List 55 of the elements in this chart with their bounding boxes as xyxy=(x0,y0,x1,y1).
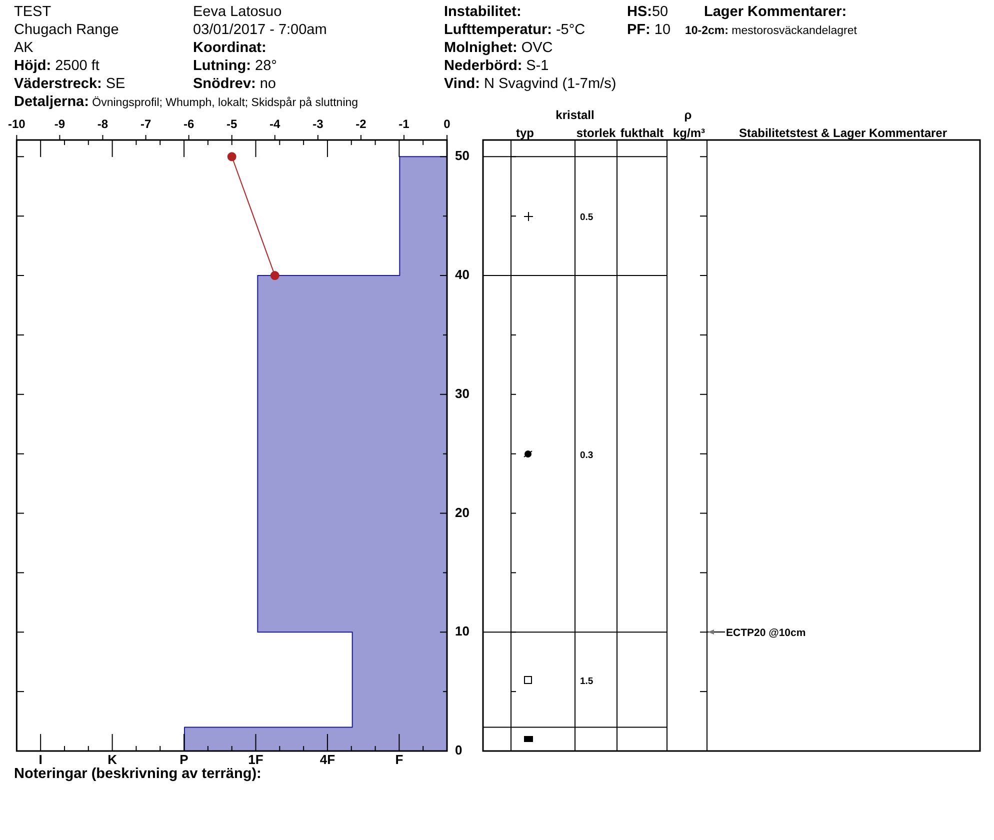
x2-tick-label: -2 xyxy=(356,117,367,132)
text: Nederbörd: S-1 xyxy=(444,58,549,74)
x2-tick-label: -6 xyxy=(183,117,194,132)
x2-tick-label: -3 xyxy=(312,117,324,132)
text: kg/m³ xyxy=(672,126,706,140)
x2-tick-label: -5 xyxy=(226,117,238,132)
text: I xyxy=(38,752,42,767)
text: typ xyxy=(516,126,534,140)
y-tick-label: 50 xyxy=(455,148,470,164)
y-tick-label: 40 xyxy=(455,267,470,282)
text: Snödrev: no xyxy=(193,76,276,92)
text: fukthalt xyxy=(620,126,664,140)
text: Väderstreck: SE xyxy=(14,76,126,92)
text: 03/01/2017 - 7:00am xyxy=(193,22,327,38)
x2-tick-label: -4 xyxy=(270,117,281,132)
y-tick-label: 0 xyxy=(455,742,462,758)
text: Stabilitetstest & Lager Kommentarer xyxy=(738,126,948,140)
text: 1.5 xyxy=(580,676,594,687)
text: Lager Kommentarer: xyxy=(704,4,847,20)
x2-tick-label: 0 xyxy=(444,117,451,132)
text: Höjd: 2500 ft xyxy=(14,58,100,74)
text: kristall xyxy=(556,108,594,122)
y-tick-label: 10 xyxy=(455,624,470,639)
x2-tick-label: -8 xyxy=(97,117,108,132)
text: Molnighet: OVC xyxy=(444,40,553,56)
text: F xyxy=(395,752,404,767)
text: 1F xyxy=(248,752,264,767)
text: Noteringar (beskrivning av terräng): xyxy=(14,766,262,782)
text: Lutning: 28° xyxy=(193,58,277,74)
text: Koordinat: xyxy=(193,40,266,56)
text: Chugach Range xyxy=(14,22,119,38)
x2-tick-label: -7 xyxy=(140,117,152,132)
x2-tick-label: -10 xyxy=(8,117,26,132)
x2-tick-label: -9 xyxy=(54,117,66,132)
text: Lufttemperatur: -5°C xyxy=(444,22,586,38)
text: P xyxy=(180,752,188,767)
text: TEST xyxy=(14,4,52,20)
y-tick-label: 20 xyxy=(455,504,470,520)
text: ECTP20 @10cm xyxy=(726,627,806,640)
text: AK xyxy=(14,40,34,56)
y-tick-label: 30 xyxy=(455,386,470,401)
text: storlek xyxy=(576,126,616,140)
text: Instabilitet: xyxy=(444,4,522,20)
text: ρ xyxy=(684,108,692,122)
text: 0.3 xyxy=(580,450,594,461)
x2-tick-label: -1 xyxy=(398,117,410,132)
text: Detaljerna: Övningsprofil; Whumph, lokalt; Skidspår på sluttning xyxy=(14,94,358,110)
text: HS:50 xyxy=(627,4,668,20)
text: 0.5 xyxy=(580,212,594,224)
text: 10-2cm: mestorosväckandelagret xyxy=(685,25,857,37)
text: Vind: N Svagvind (1-7m/s) xyxy=(444,76,616,92)
text: PF: 10 xyxy=(627,22,671,38)
text: K xyxy=(108,752,117,767)
text: 4F xyxy=(320,752,336,767)
text: Eeva Latosuo xyxy=(193,4,282,20)
